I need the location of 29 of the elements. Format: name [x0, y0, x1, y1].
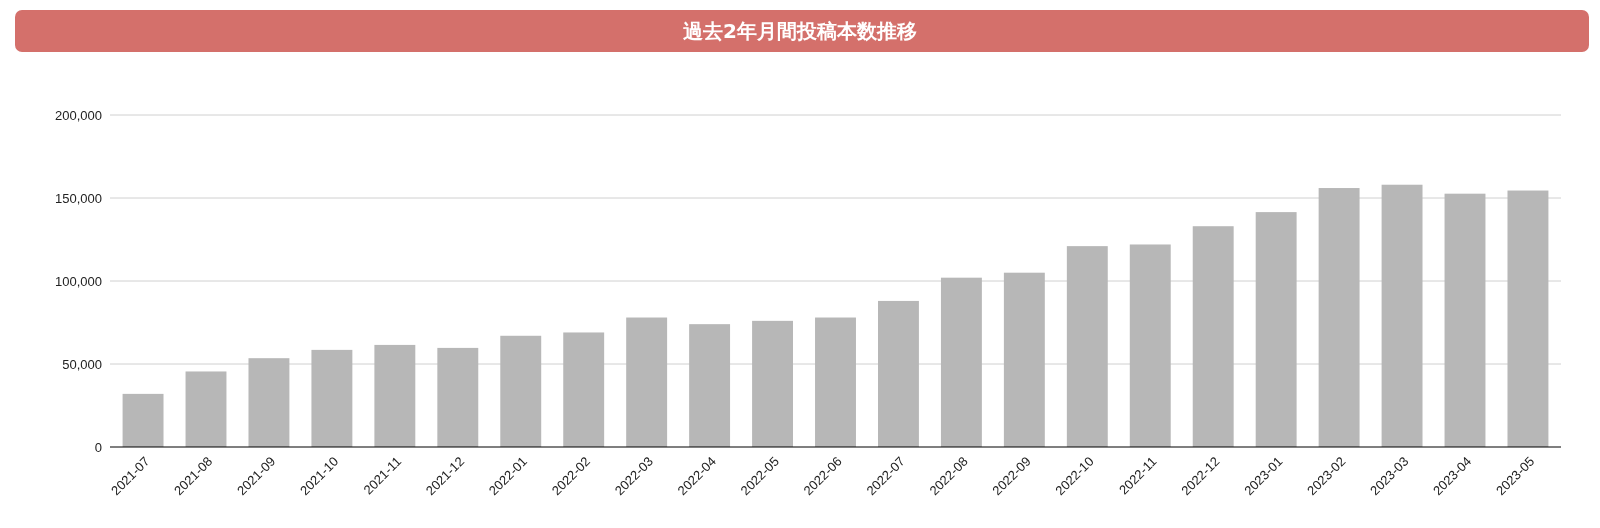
y-tick-label: 100,000	[55, 273, 102, 289]
bar	[689, 324, 731, 447]
bar	[877, 300, 919, 447]
bar	[815, 317, 856, 447]
bar	[1129, 244, 1171, 447]
bar	[563, 332, 605, 447]
bar	[500, 335, 542, 447]
bar	[185, 371, 227, 447]
bar	[1381, 184, 1423, 447]
bar	[437, 347, 479, 447]
bar	[626, 317, 668, 447]
y-tick-label: 0	[94, 439, 102, 455]
bar	[374, 344, 416, 447]
bar	[311, 349, 353, 447]
bar	[1318, 188, 1360, 447]
bar	[248, 358, 290, 447]
chart-title: 過去2年月間投稿本数推移	[682, 19, 917, 43]
y-tick-label: 200,000	[55, 107, 102, 123]
bar	[122, 393, 164, 447]
bar	[1192, 226, 1234, 447]
bar	[940, 277, 982, 447]
y-tick-label: 150,000	[55, 190, 102, 206]
bar	[1507, 190, 1549, 447]
bar	[1444, 193, 1486, 447]
bar	[752, 320, 794, 447]
bar	[1255, 212, 1297, 447]
bar	[1003, 272, 1045, 447]
y-tick-label: 50,000	[62, 356, 102, 372]
bar	[1066, 246, 1108, 447]
